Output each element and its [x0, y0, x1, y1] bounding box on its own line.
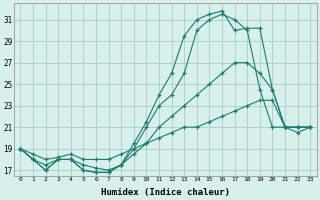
X-axis label: Humidex (Indice chaleur): Humidex (Indice chaleur)	[101, 188, 230, 197]
